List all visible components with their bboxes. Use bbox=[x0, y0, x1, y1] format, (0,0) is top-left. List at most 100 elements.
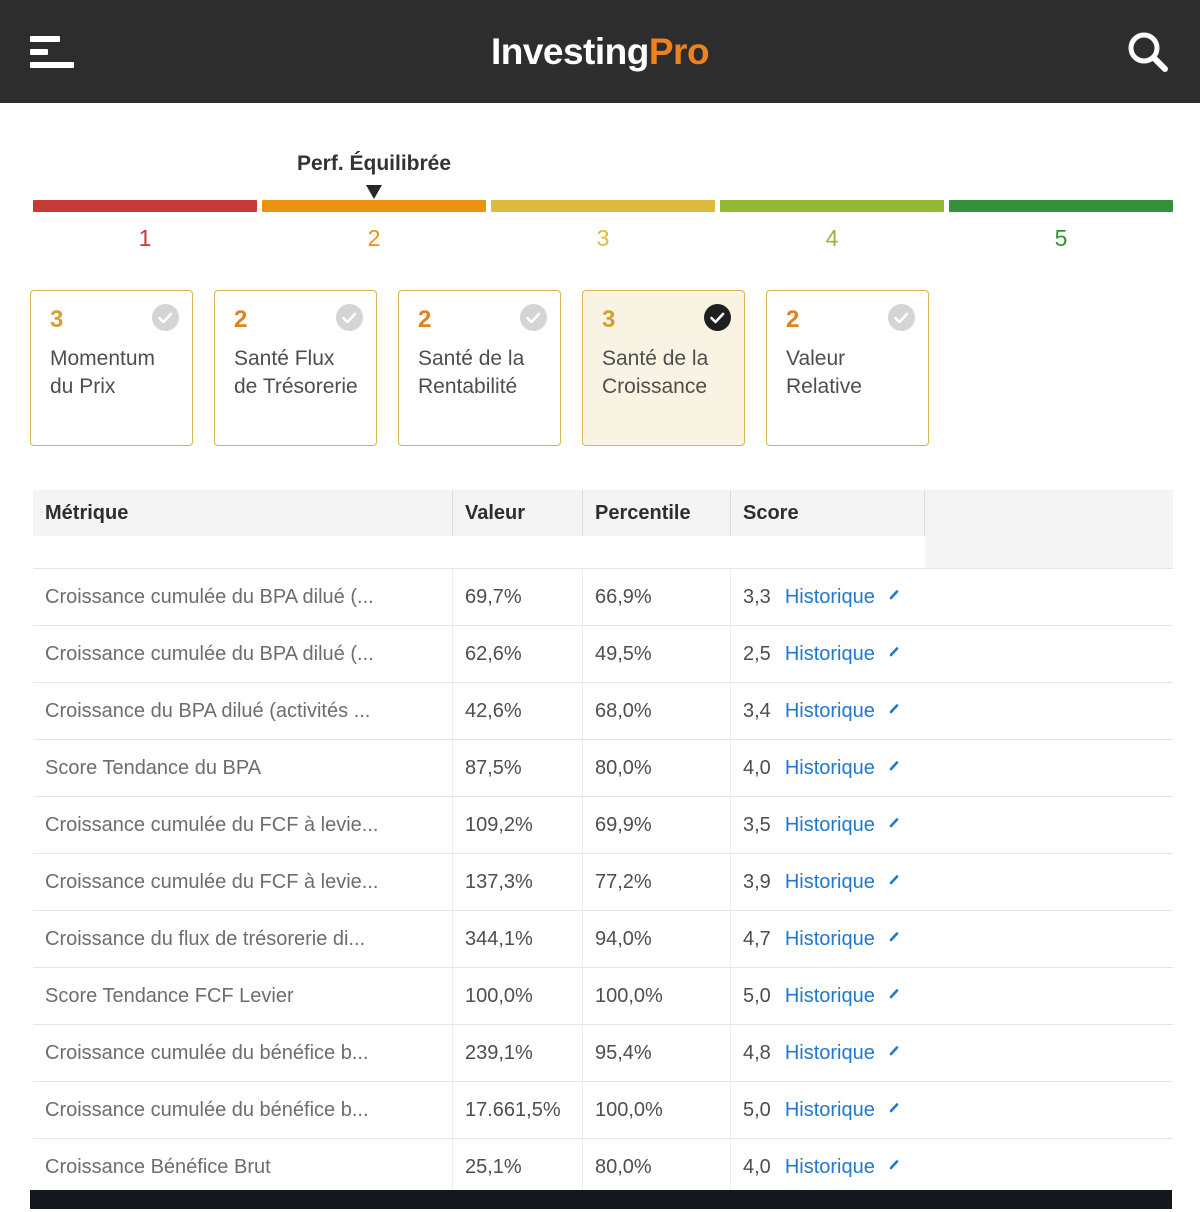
card-label: Santé de la Rentabilité bbox=[418, 345, 546, 400]
score-card[interactable]: 2Santé de la Rentabilité bbox=[398, 290, 561, 446]
table-row: Score Tendance FCF Levier100,0%100,0%5,0… bbox=[33, 968, 1173, 1025]
history-expand-icon[interactable] bbox=[889, 868, 900, 891]
history-expand-icon[interactable] bbox=[889, 754, 900, 777]
empty-cell bbox=[925, 1139, 1173, 1195]
percentile-cell: 94,0% bbox=[583, 911, 731, 967]
metric-name-cell: Croissance du flux de trésorerie di... bbox=[33, 911, 453, 967]
menu-bar bbox=[30, 62, 74, 68]
table-row: Croissance du flux de trésorerie di...34… bbox=[33, 911, 1173, 968]
check-circle-icon-selected bbox=[704, 304, 731, 331]
score-cell: 3,9 Historique bbox=[731, 854, 925, 910]
menu-bar bbox=[30, 49, 48, 55]
meter-segment-5 bbox=[949, 200, 1173, 212]
meter-scale-number: 1 bbox=[33, 225, 257, 252]
metric-name-cell: Score Tendance du BPA bbox=[33, 740, 453, 796]
history-expand-icon[interactable] bbox=[889, 925, 900, 948]
score-value: 4,8 bbox=[743, 1042, 771, 1065]
menu-icon[interactable] bbox=[30, 29, 76, 75]
meter-segment-2 bbox=[262, 200, 486, 212]
table-row: Croissance cumulée du BPA dilué (...62,6… bbox=[33, 626, 1173, 683]
value-cell: 100,0% bbox=[453, 968, 583, 1024]
card-label: Momentum du Prix bbox=[50, 345, 178, 400]
table-row: Croissance cumulée du FCF à levie...109,… bbox=[33, 797, 1173, 854]
history-expand-icon[interactable] bbox=[889, 583, 900, 606]
metric-name-cell: Croissance cumulée du FCF à levie... bbox=[33, 797, 453, 853]
metric-name-cell: Croissance cumulée du BPA dilué (... bbox=[33, 569, 453, 625]
score-card[interactable]: 3Momentum du Prix bbox=[30, 290, 193, 446]
score-card[interactable]: 2Valeur Relative bbox=[766, 290, 929, 446]
history-link[interactable]: Historique bbox=[785, 757, 875, 780]
score-value: 3,5 bbox=[743, 814, 771, 837]
percentile-cell: 80,0% bbox=[583, 1139, 731, 1195]
value-cell: 239,1% bbox=[453, 1025, 583, 1081]
score-card[interactable]: 2Santé Flux de Trésorerie bbox=[214, 290, 377, 446]
empty-cell bbox=[925, 797, 1173, 853]
score-meter-label: Perf. Équilibrée bbox=[297, 152, 451, 176]
card-label: Valeur Relative bbox=[786, 345, 914, 400]
app-logo: InvestingPro bbox=[491, 31, 709, 73]
check-circle-icon bbox=[888, 304, 915, 331]
score-cell: 5,0 Historique bbox=[731, 1082, 925, 1138]
score-cell: 4,8 Historique bbox=[731, 1025, 925, 1081]
history-link[interactable]: Historique bbox=[785, 700, 875, 723]
score-value: 5,0 bbox=[743, 1099, 771, 1122]
check-circle-icon bbox=[336, 304, 363, 331]
history-expand-icon[interactable] bbox=[889, 1039, 900, 1062]
history-link[interactable]: Historique bbox=[785, 814, 875, 837]
search-icon[interactable] bbox=[1126, 30, 1170, 74]
meter-segment-4 bbox=[720, 200, 944, 212]
value-cell: 109,2% bbox=[453, 797, 583, 853]
history-link[interactable]: Historique bbox=[785, 643, 875, 666]
score-value: 3,9 bbox=[743, 871, 771, 894]
history-expand-icon[interactable] bbox=[889, 1096, 900, 1119]
history-expand-icon[interactable] bbox=[889, 697, 900, 720]
empty-cell bbox=[925, 569, 1173, 625]
metric-name-cell: Score Tendance FCF Levier bbox=[33, 968, 453, 1024]
score-meter: Perf. Équilibrée 12345 bbox=[33, 152, 1173, 252]
metric-name-cell: Croissance Bénéfice Brut bbox=[33, 1139, 453, 1195]
score-card[interactable]: 3Santé de la Croissance bbox=[582, 290, 745, 446]
history-expand-icon[interactable] bbox=[889, 1153, 900, 1176]
metrics-table: MétriqueValeurPercentileScore Croissance… bbox=[33, 490, 1173, 1196]
table-row: Croissance cumulée du BPA dilué (...69,7… bbox=[33, 569, 1173, 626]
empty-cell bbox=[925, 854, 1173, 910]
history-expand-icon[interactable] bbox=[889, 982, 900, 1005]
table-body: Croissance cumulée du BPA dilué (...69,7… bbox=[33, 568, 1173, 1196]
column-header: Valeur bbox=[453, 490, 583, 536]
meter-scale-number: 3 bbox=[491, 225, 715, 252]
meter-segment-3 bbox=[491, 200, 715, 212]
history-link[interactable]: Historique bbox=[785, 1042, 875, 1065]
history-expand-icon[interactable] bbox=[889, 640, 900, 663]
column-header-empty bbox=[925, 490, 1173, 536]
score-cell: 3,4Historique bbox=[731, 683, 925, 739]
card-label: Santé Flux de Trésorerie bbox=[234, 345, 362, 400]
logo-pro: Pro bbox=[649, 31, 709, 72]
empty-cell bbox=[925, 740, 1173, 796]
column-header: Score bbox=[731, 490, 925, 536]
score-meter-bar bbox=[33, 152, 1173, 212]
value-cell: 344,1% bbox=[453, 911, 583, 967]
bottom-bar bbox=[30, 1190, 1172, 1209]
history-link[interactable]: Historique bbox=[785, 586, 875, 609]
history-link[interactable]: Historique bbox=[785, 928, 875, 951]
score-cell: 5,0Historique bbox=[731, 968, 925, 1024]
metric-name-cell: Croissance cumulée du bénéfice b... bbox=[33, 1025, 453, 1081]
history-link[interactable]: Historique bbox=[785, 1156, 875, 1179]
history-link[interactable]: Historique bbox=[785, 871, 875, 894]
table-row: Croissance cumulée du bénéfice b...239,1… bbox=[33, 1025, 1173, 1082]
history-link[interactable]: Historique bbox=[785, 985, 875, 1008]
empty-cell bbox=[925, 1025, 1173, 1081]
table-spacer-right bbox=[925, 536, 1173, 568]
percentile-cell: 80,0% bbox=[583, 740, 731, 796]
score-value: 4,0 bbox=[743, 757, 771, 780]
history-expand-icon[interactable] bbox=[889, 811, 900, 834]
history-link[interactable]: Historique bbox=[785, 1099, 875, 1122]
table-header-row: MétriqueValeurPercentileScore bbox=[33, 490, 1173, 536]
value-cell: 25,1% bbox=[453, 1139, 583, 1195]
percentile-cell: 95,4% bbox=[583, 1025, 731, 1081]
value-cell: 17.661,5% bbox=[453, 1082, 583, 1138]
score-value: 4,7 bbox=[743, 928, 771, 951]
logo-main: Investing bbox=[491, 31, 649, 72]
value-cell: 137,3% bbox=[453, 854, 583, 910]
check-circle-icon bbox=[520, 304, 547, 331]
